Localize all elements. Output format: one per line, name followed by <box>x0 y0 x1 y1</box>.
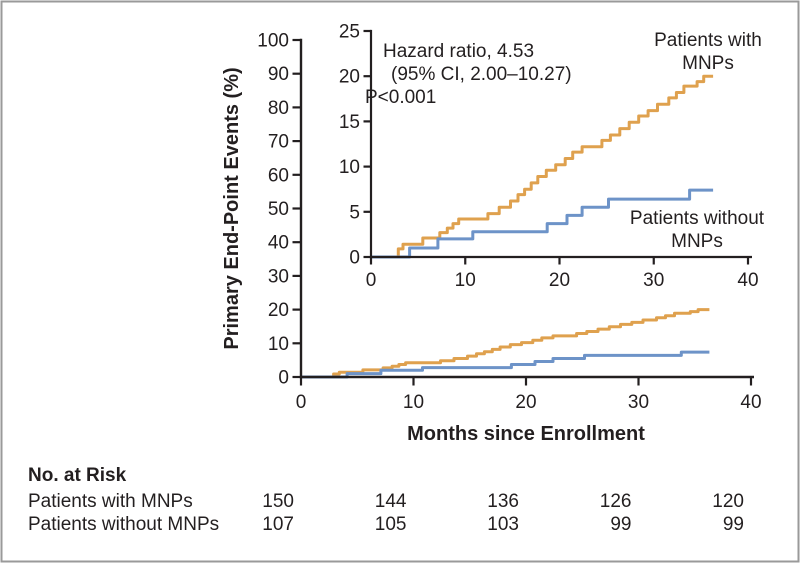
risk-value: 105 <box>375 514 407 535</box>
y-tick-label: 0 <box>349 248 360 269</box>
y-tick-label: 40 <box>268 233 289 254</box>
risk-table-title: No. at Risk <box>28 465 127 486</box>
y-tick-label: 0 <box>278 368 289 389</box>
y-tick-label: 30 <box>268 266 289 287</box>
hazard-ratio-text: Hazard ratio, 4.53 <box>383 41 534 62</box>
risk-value: 99 <box>723 514 744 535</box>
x-tick-label: 40 <box>740 392 761 413</box>
x-tick-label: 40 <box>737 270 758 291</box>
curve-with-mnps-main <box>301 308 710 379</box>
x-tick-label: 30 <box>628 392 649 413</box>
y-tick-label: 10 <box>339 157 360 178</box>
y-tick-label: 100 <box>257 31 289 52</box>
risk-value: 144 <box>375 491 407 512</box>
y-tick-label: 5 <box>349 202 360 223</box>
risk-row-label-without-mnps: Patients without MNPs <box>28 514 219 535</box>
x-tick-label: 20 <box>549 270 570 291</box>
risk-table: No. at Risk Patients with MNPs Patients … <box>28 465 744 535</box>
confidence-interval-text: (95% CI, 2.00–10.27) <box>391 64 572 85</box>
y-tick-label: 60 <box>268 165 289 186</box>
y-tick-label: 25 <box>339 22 360 43</box>
risk-value: 150 <box>262 491 294 512</box>
y-tick-label: 90 <box>268 64 289 85</box>
inset-axis-ticks: 0 5 10 15 20 25 0 10 20 30 40 <box>339 22 759 292</box>
x-tick-label: 10 <box>403 392 424 413</box>
p-value-text: P<0.001 <box>365 87 436 108</box>
risk-value: 99 <box>610 514 631 535</box>
y-tick-label: 80 <box>268 98 289 119</box>
risk-row-label-with-mnps: Patients with MNPs <box>28 491 193 512</box>
y-tick-label: 15 <box>339 112 360 133</box>
x-tick-label: 10 <box>455 270 476 291</box>
y-tick-label: 10 <box>268 334 289 355</box>
risk-table-values: 150 144 136 126 120 107 105 103 99 99 <box>262 491 744 535</box>
curve-with-mnps-inset <box>371 74 714 259</box>
risk-value: 126 <box>600 491 632 512</box>
risk-value: 120 <box>712 491 744 512</box>
y-tick-label: 20 <box>339 67 360 88</box>
x-tick-label: 20 <box>515 392 536 413</box>
y-tick-label: 70 <box>268 132 289 153</box>
label-without-mnps-line2: MNPs <box>671 231 723 252</box>
y-tick-label: 50 <box>268 199 289 220</box>
label-without-mnps-line1: Patients without <box>630 208 765 229</box>
risk-value: 103 <box>487 514 519 535</box>
x-tick-label: 0 <box>296 392 307 413</box>
risk-value: 107 <box>262 514 294 535</box>
label-with-mnps-line2: MNPs <box>682 53 734 74</box>
x-tick-label: 0 <box>366 270 377 291</box>
risk-value: 136 <box>487 491 519 512</box>
x-axis-title: Months since Enrollment <box>407 423 645 445</box>
y-axis-title: Primary End-Point Events (%) <box>221 67 243 349</box>
label-with-mnps-line1: Patients with <box>654 30 762 51</box>
curve-without-mnps-inset <box>371 188 714 259</box>
curve-without-mnps-main <box>301 350 710 379</box>
y-tick-label: 20 <box>268 300 289 321</box>
x-tick-label: 30 <box>643 270 664 291</box>
inset-plot: 0 5 10 15 20 25 0 10 20 30 40 Hazard ratio, 4.53 (… <box>339 22 765 292</box>
